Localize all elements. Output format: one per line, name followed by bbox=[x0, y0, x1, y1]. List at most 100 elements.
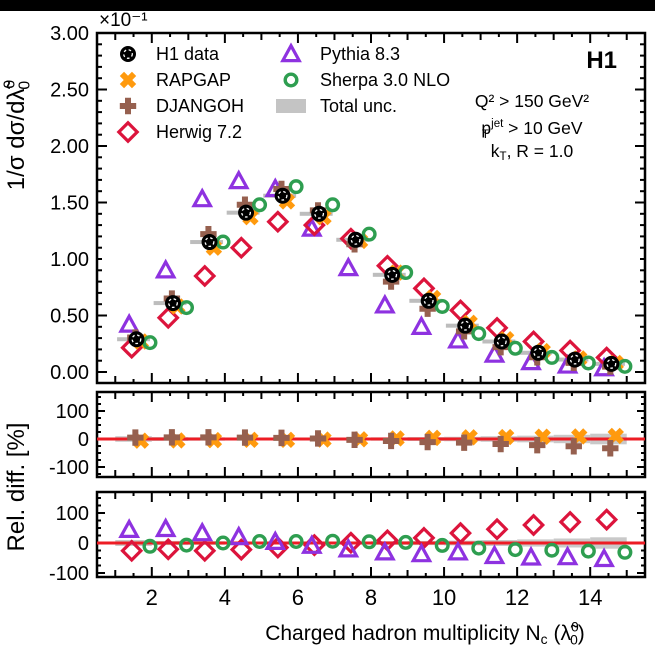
sherpa-3-0-nlo-ratio-marker bbox=[325, 533, 341, 549]
sherpa-3-0-nlo-marker bbox=[471, 326, 487, 342]
legend-label: RAPGAP bbox=[156, 70, 231, 90]
x-tick-label: 10 bbox=[432, 585, 456, 610]
legend-label: Total unc. bbox=[320, 96, 397, 116]
djangoh-ratio-marker bbox=[529, 436, 546, 454]
herwig-7-2-marker bbox=[193, 264, 217, 288]
herwig-7-2-marker bbox=[266, 210, 290, 234]
sherpa-3-0-nlo-ratio-marker bbox=[617, 544, 633, 560]
sherpa-3-0-nlo-ratio-marker bbox=[471, 540, 487, 556]
x-tick-label: 12 bbox=[505, 585, 529, 610]
y-tick-label-ratio1: -100 bbox=[49, 457, 89, 479]
herwig-7-2-ratio-marker bbox=[595, 508, 619, 532]
pythia-8-3-marker bbox=[118, 312, 141, 333]
series-main-h1-data bbox=[128, 187, 620, 372]
pythia-8-3-ratio-marker bbox=[483, 544, 506, 565]
pythia-8-3-ratio-marker bbox=[337, 537, 360, 558]
pythia-8-3-ratio-marker bbox=[154, 517, 177, 538]
sherpa-3-0-nlo-marker bbox=[434, 298, 450, 314]
y-tick-label-ratio2: -100 bbox=[49, 563, 89, 585]
y-axis-title-ratio: Rel. diff. [%] bbox=[3, 423, 30, 552]
sherpa-3-0-nlo-ratio-marker bbox=[507, 542, 523, 558]
sherpa-3-0-nlo-ratio-marker bbox=[252, 533, 268, 550]
pythia-8-3-ratio-marker bbox=[191, 521, 214, 542]
h1-data-marker bbox=[566, 351, 583, 368]
top-black-strip bbox=[0, 0, 655, 11]
sherpa-3-0-nlo-marker bbox=[398, 265, 414, 281]
h1-data-marker bbox=[420, 292, 437, 309]
legend-marker-djangoh bbox=[119, 97, 137, 115]
series-main-herwig-7-2 bbox=[120, 210, 619, 369]
legend-label: Herwig 7.2 bbox=[156, 122, 242, 142]
sherpa-3-0-nlo-marker bbox=[142, 335, 158, 351]
sherpa-3-0-nlo-ratio-marker bbox=[398, 534, 414, 550]
djangoh-ratio-marker bbox=[163, 429, 181, 446]
series-main-sherpa-3-0-nlo bbox=[142, 179, 633, 374]
legend-marker-rapgap bbox=[119, 71, 137, 89]
pythia-8-3-ratio-marker bbox=[264, 530, 287, 550]
sherpa-3-0-nlo-ratio-marker bbox=[142, 538, 158, 554]
y-axis-multiplier: ×10⁻¹ bbox=[99, 10, 148, 31]
y-tick-label-ratio1: 0 bbox=[78, 429, 89, 451]
h1-data-marker bbox=[493, 333, 510, 350]
svg-text:Rel. diff. [%]: Rel. diff. [%] bbox=[3, 423, 30, 552]
djangoh-ratio-marker bbox=[419, 433, 436, 451]
y-tick-label-main: 0.50 bbox=[50, 306, 89, 328]
h1-data-marker bbox=[457, 317, 474, 334]
djangoh-ratio-marker bbox=[602, 440, 619, 457]
djangoh-ratio-marker bbox=[200, 429, 217, 446]
pythia-8-3-ratio-marker bbox=[447, 540, 469, 561]
djangoh-ratio-marker bbox=[455, 434, 473, 451]
y-tick-label-main: 3.00 bbox=[50, 23, 89, 45]
djangoh-ratio-marker bbox=[346, 431, 363, 449]
y-tick-label-ratio1: 100 bbox=[56, 401, 89, 423]
h1-data-marker bbox=[384, 266, 401, 283]
sherpa-3-0-nlo-ratio-marker bbox=[288, 533, 304, 550]
pythia-8-3-ratio-marker bbox=[520, 545, 542, 566]
pythia-8-3-ratio-marker bbox=[593, 547, 615, 568]
legend-marker-h1-data bbox=[120, 46, 136, 62]
djangoh-ratio-marker bbox=[236, 429, 254, 446]
pythia-8-3-marker bbox=[227, 169, 250, 190]
herwig-7-2-ratio-marker bbox=[229, 538, 253, 562]
legend-label: DJANGOH bbox=[156, 96, 244, 116]
herwig-7-2-marker bbox=[156, 306, 180, 330]
sherpa-3-0-nlo-marker bbox=[580, 355, 596, 371]
sherpa-3-0-nlo-ratio-marker bbox=[434, 537, 450, 553]
y-tick-label-ratio2: 100 bbox=[56, 503, 89, 525]
sherpa-3-0-nlo-marker bbox=[544, 349, 560, 365]
legend-marker-pythia-8-3 bbox=[280, 42, 302, 63]
sherpa-3-0-nlo-ratio-marker bbox=[544, 542, 560, 558]
legend-label: H1 data bbox=[156, 44, 220, 64]
herwig-7-2-ratio-marker bbox=[449, 521, 472, 545]
herwig-7-2-ratio-marker bbox=[193, 539, 217, 563]
legend-marker-herwig-7-2 bbox=[116, 120, 140, 144]
herwig-7-2-ratio-marker bbox=[120, 539, 144, 563]
pythia-8-3-ratio-marker bbox=[300, 534, 323, 554]
sherpa-3-0-nlo-marker bbox=[617, 358, 633, 374]
herwig-7-2-ratio-marker bbox=[558, 510, 582, 534]
h1-data-marker bbox=[603, 355, 620, 372]
sherpa-3-0-nlo-marker bbox=[252, 197, 268, 213]
herwig-7-2-ratio-marker bbox=[156, 537, 180, 561]
h1-data-marker bbox=[311, 205, 328, 222]
djangoh-ratio-marker bbox=[127, 429, 144, 446]
herwig-7-2-ratio-marker bbox=[266, 536, 290, 559]
pythia-8-3-marker bbox=[154, 258, 177, 279]
herwig-7-2-ratio-marker bbox=[412, 526, 436, 550]
sherpa-3-0-nlo-marker bbox=[288, 179, 304, 195]
h1-data-marker bbox=[347, 231, 364, 248]
y-tick-label-main: 1.00 bbox=[50, 249, 89, 271]
y-tick-label-main: 2.00 bbox=[50, 136, 89, 158]
ratio-panel-generators-2 bbox=[97, 508, 645, 568]
legend-marker-sherpa-3-0-nlo bbox=[283, 72, 299, 88]
rapgap-ratio-marker bbox=[607, 427, 624, 445]
herwig-7-2-marker bbox=[229, 236, 253, 260]
herwig-7-2-ratio-marker bbox=[339, 531, 363, 555]
pythia-8-3-ratio-marker bbox=[227, 525, 250, 546]
x-tick-label: 6 bbox=[292, 585, 304, 610]
pythia-8-3-marker bbox=[373, 293, 396, 314]
sherpa-3-0-nlo-marker bbox=[325, 197, 341, 213]
